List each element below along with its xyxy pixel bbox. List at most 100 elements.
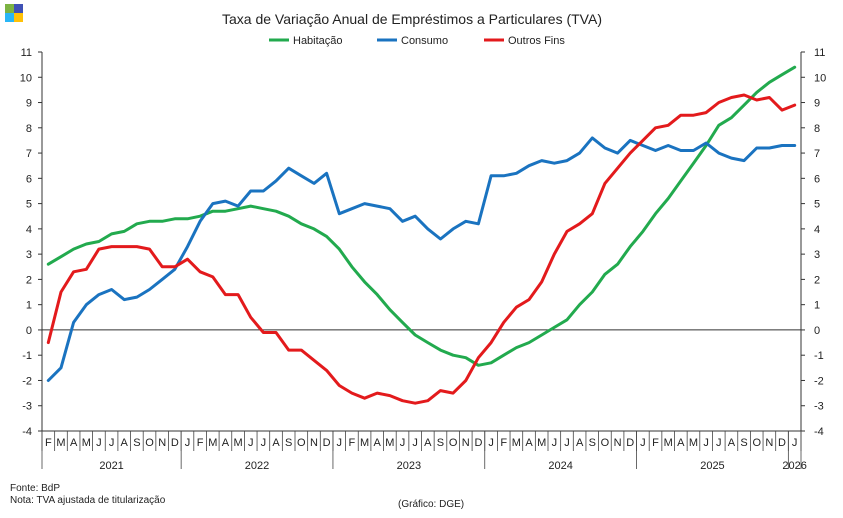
month-label: A — [525, 437, 533, 449]
series-line-outros-fins — [46, 93, 797, 405]
month-label: J — [248, 437, 254, 449]
month-label: D — [626, 437, 634, 449]
year-label: 2025 — [700, 460, 724, 472]
y-tick-label-left: 0 — [26, 325, 32, 337]
month-label: A — [70, 437, 78, 449]
year-label: 2023 — [397, 460, 421, 472]
y-tick-label-left: 2 — [26, 274, 32, 286]
month-label: N — [158, 437, 166, 449]
y-tick-label-left: 3 — [26, 249, 32, 261]
month-label: M — [385, 437, 394, 449]
y-tick-label-right: 4 — [814, 224, 820, 236]
y-tick-label-left: -2 — [22, 375, 32, 387]
legend-label: Consumo — [401, 35, 448, 47]
year-label: 2022 — [245, 460, 269, 472]
month-label: M — [537, 437, 546, 449]
month-label: J — [552, 437, 558, 449]
logo-tile — [14, 13, 23, 22]
month-label: J — [412, 437, 418, 449]
month-label: M — [56, 437, 65, 449]
month-label: J — [640, 437, 646, 449]
axes: -4 -4-3 -3-2 -2-1 -10 01 12 23 34 45 56 67 78 89 910 10… — [20, 47, 827, 472]
month-label: A — [121, 437, 129, 449]
month-label: S — [437, 437, 444, 449]
month-label: S — [740, 437, 747, 449]
logo — [5, 4, 23, 22]
y-tick-label-left: 8 — [26, 123, 32, 135]
month-label: J — [703, 437, 709, 449]
month-label: M — [82, 437, 91, 449]
logo-tile — [14, 4, 23, 13]
y-tick-label-left: 4 — [26, 224, 32, 236]
month-label: J — [564, 437, 570, 449]
y-tick-label-right: 1 — [814, 300, 820, 312]
y-tick-label-right: 11 — [814, 47, 825, 59]
year-label: 2021 — [99, 460, 123, 472]
month-label: A — [374, 437, 382, 449]
month-label: F — [45, 437, 52, 449]
month-label: A — [677, 437, 685, 449]
month-label: S — [589, 437, 596, 449]
month-label: J — [96, 437, 102, 449]
y-tick-label-left: 7 — [26, 148, 32, 160]
month-label: A — [424, 437, 432, 449]
month-label: M — [360, 437, 369, 449]
y-tick-label-right: 8 — [814, 123, 820, 135]
y-tick-label-right: 5 — [814, 199, 820, 211]
month-label: A — [576, 437, 584, 449]
month-label: J — [792, 437, 798, 449]
month-label: D — [323, 437, 331, 449]
y-tick-label-right: 9 — [814, 98, 820, 110]
month-label: D — [778, 437, 786, 449]
source-note: Fonte: BdP — [10, 483, 61, 494]
month-label: O — [601, 437, 610, 449]
y-tick-label-right: -2 — [814, 375, 824, 387]
month-label: N — [614, 437, 622, 449]
month-label: J — [488, 437, 494, 449]
footnote: Nota: TVA ajustada de titularização — [10, 495, 166, 506]
month-label: F — [500, 437, 507, 449]
month-label: A — [728, 437, 736, 449]
month-label: F — [197, 437, 204, 449]
month-label: O — [449, 437, 458, 449]
logo-tile — [5, 4, 14, 13]
y-tick-label-right: -1 — [814, 350, 824, 362]
legend-label: Habitação — [293, 35, 343, 47]
y-tick-label-left: 6 — [26, 173, 32, 185]
y-tick-label-left: -3 — [22, 401, 32, 413]
y-tick-label-left: 11 — [21, 47, 32, 59]
month-label: M — [233, 437, 242, 449]
month-label: O — [752, 437, 761, 449]
month-label: S — [285, 437, 292, 449]
y-tick-label-left: 9 — [26, 98, 32, 110]
y-tick-label-left: 1 — [26, 300, 32, 312]
y-tick-label-left: -1 — [22, 350, 32, 362]
month-label: D — [474, 437, 482, 449]
y-tick-label-right: 10 — [814, 72, 826, 84]
month-label: N — [310, 437, 318, 449]
legend-label: Outros Fins — [508, 35, 565, 47]
month-label: J — [261, 437, 267, 449]
logo-tile — [5, 13, 14, 22]
y-tick-label-right: 7 — [814, 148, 820, 160]
month-label: O — [145, 437, 154, 449]
month-label: J — [109, 437, 115, 449]
y-tick-label-right: -4 — [814, 426, 824, 438]
y-tick-label-right: 2 — [814, 274, 820, 286]
month-label: J — [716, 437, 722, 449]
month-label: N — [462, 437, 470, 449]
month-label: J — [185, 437, 191, 449]
month-label: J — [337, 437, 343, 449]
series-line-habitação — [46, 65, 797, 367]
y-tick-label-left: 10 — [20, 72, 32, 84]
month-label: A — [272, 437, 280, 449]
chart-title: Taxa de Variação Anual de Empréstimos a … — [222, 11, 602, 27]
month-label: F — [652, 437, 659, 449]
month-label: A — [222, 437, 230, 449]
y-tick-label-right: 0 — [814, 325, 820, 337]
month-label: M — [689, 437, 698, 449]
month-label: J — [400, 437, 406, 449]
series-line-consumo — [46, 136, 797, 382]
y-tick-label-left: -4 — [22, 426, 32, 438]
